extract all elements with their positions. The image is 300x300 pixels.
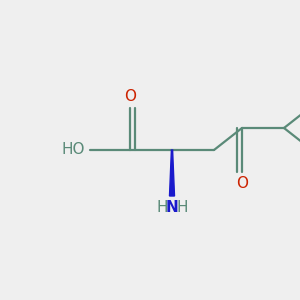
Polygon shape (169, 150, 175, 196)
Text: HO: HO (61, 142, 85, 158)
Text: O: O (124, 89, 136, 104)
Text: O: O (236, 176, 248, 191)
Text: N: N (166, 200, 178, 215)
Text: H: H (157, 200, 168, 215)
Text: H: H (176, 200, 188, 215)
